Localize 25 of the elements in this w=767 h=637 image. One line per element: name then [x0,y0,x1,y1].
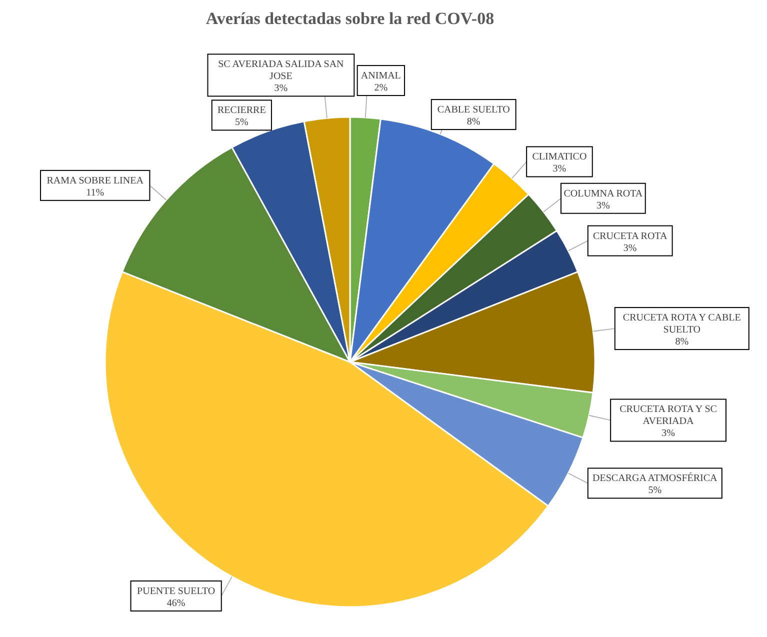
slice-label: ANIMAL [360,70,401,82]
data-label: 2% [374,82,388,94]
data-label: 3% [596,200,610,212]
data-label: 11% [86,187,104,198]
data-label: 8% [675,336,689,348]
slice-label: CRUCETA ROTA Y CABLE SUELTO [622,312,741,336]
slice-label: CRUCETA ROTA Y SC AVERIADA [620,404,718,428]
slice-label: DESCARGA ATMOSFÉRICA [592,472,718,484]
chart-title: Averías detectadas sobre la red COV-08 [206,9,494,28]
slice-label: SC AVERIADA SALIDA SAN JOSE [218,59,344,82]
data-label: 5% [648,485,662,496]
data-label: 46% [166,598,186,609]
slice-label: CABLE SUELTO [437,104,510,116]
data-label: 8% [466,116,480,128]
slice-label: CRUCETA ROTA [592,230,668,242]
data-label: 3% [274,83,288,94]
slice-label: RECIERRE [218,105,266,116]
slice-label: CLIMATICO [532,152,587,163]
data-label: 3% [552,164,566,175]
slice-label: PUENTE SUELTO [137,586,216,597]
slice-label: COLUMNA ROTA [564,188,644,200]
slice-label: RAMA SOBRE LINEA [46,175,144,186]
data-label: 3% [623,242,637,254]
data-label: 5% [235,117,248,128]
data-label: 3% [662,428,675,440]
